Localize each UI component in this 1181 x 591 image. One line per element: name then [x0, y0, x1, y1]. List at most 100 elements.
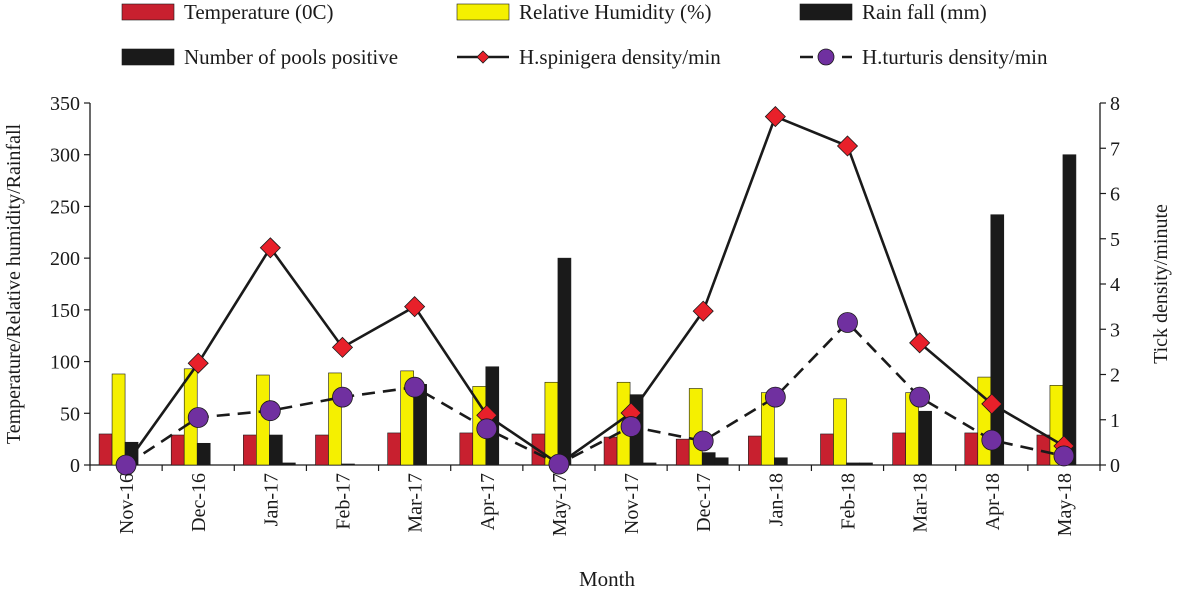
series-line-1 [125, 320, 1065, 467]
marker-circle [187, 407, 209, 428]
x-tick-label: Apr-18 [982, 473, 1004, 530]
marker-circle [259, 400, 281, 422]
bar-2 [846, 462, 860, 466]
series-line-0 [125, 114, 1065, 466]
bar-0 [98, 433, 113, 466]
marker-diamond [331, 336, 354, 358]
bar-2 [1062, 154, 1077, 466]
legend-marker [817, 48, 835, 66]
y-axis-title-right: Tick density/minute [1150, 204, 1172, 364]
x-tick-label: Dec-16 [188, 473, 210, 532]
x-tick-label: Feb-17 [333, 473, 355, 530]
y-tick-label-right: 1 [1110, 410, 1120, 432]
marker-diamond [909, 332, 931, 354]
y-tick-label-left: 100 [50, 352, 80, 374]
x-tick-label: May-18 [1054, 473, 1076, 536]
marker-diamond [981, 393, 1003, 415]
y-tick-label-right: 6 [1110, 184, 1120, 206]
bar-1 [688, 388, 703, 466]
x-tick-label: Dec-17 [693, 473, 715, 532]
legend-marker [476, 50, 490, 64]
x-tick-label: Jan-18 [765, 473, 787, 526]
bar-2 [341, 463, 355, 466]
bar-3 [714, 457, 729, 466]
y-tick-label-right: 5 [1110, 229, 1120, 251]
marker-circle [764, 386, 786, 408]
y-tick-label-right: 0 [1110, 455, 1120, 477]
y-tick-label-left: 250 [50, 196, 80, 218]
legend-label: Rain fall (mm) [862, 0, 987, 24]
marker-diamond [404, 296, 426, 318]
legend: Temperature (0C) Relative Humidity (%) Rai… [121, 0, 1048, 69]
y-tick-label-left: 50 [60, 403, 80, 425]
marker-circle [909, 386, 931, 408]
lines [115, 106, 1075, 476]
marker-circle [476, 418, 498, 440]
marker-circle [332, 386, 353, 408]
marker-diamond [692, 300, 714, 322]
legend-swatch [121, 48, 175, 66]
marker-diamond [764, 106, 786, 128]
y-tick-label-left: 0 [70, 455, 80, 477]
bar-2 [701, 452, 716, 466]
y-tick-label-left: 300 [50, 145, 80, 167]
y-tick-label-right: 4 [1110, 274, 1120, 296]
y-axis-title-left: Temperature/Relative humidity/Rainfall [3, 123, 25, 444]
bar-0 [675, 438, 690, 466]
bar-2 [196, 442, 211, 466]
y-tick-label-right: 3 [1110, 319, 1120, 341]
bar-1 [111, 373, 126, 466]
bars [98, 154, 1077, 466]
y-tick-label-right: 7 [1110, 138, 1120, 160]
bar-0 [748, 435, 762, 466]
x-tick-label: Jan-17 [260, 473, 282, 526]
bar-0 [243, 434, 257, 466]
x-tick-label: Nov-16 [116, 473, 138, 534]
legend-swatch [121, 3, 175, 21]
bar-3 [859, 462, 873, 466]
x-axis-title: Month [579, 567, 636, 591]
y-tick-label-right: 2 [1110, 365, 1120, 387]
x-tick-label: Apr-17 [477, 473, 499, 530]
x-tick-label: May-17 [549, 473, 571, 536]
marker-diamond [259, 237, 281, 259]
bar-1 [328, 372, 342, 466]
legend-label: Relative Humidity (%) [519, 0, 711, 24]
axes: 0 50 100 150 200 250 300 350 0 1 2 3 4 5 6 7 8 [50, 93, 1120, 477]
marker-circle [620, 416, 642, 437]
legend-label: H.turturis density/min [862, 45, 1048, 69]
y-tick-label-left: 350 [50, 93, 80, 115]
bar-0 [892, 432, 906, 466]
bar-2 [557, 257, 572, 466]
marker-circle [692, 430, 714, 452]
bar-0 [459, 432, 474, 466]
y-tick-label-left: 150 [50, 300, 80, 322]
legend-label: H.spinigera density/min [519, 45, 721, 69]
marker-circle [404, 376, 426, 398]
bar-0 [315, 434, 329, 466]
marker-circle [115, 454, 137, 476]
labels: Nov-16 Dec-16 Jan-17 Feb-17 Mar-17 Apr-17 May-… [3, 123, 1172, 591]
y-tick-label-right: 8 [1110, 93, 1120, 115]
bar-1 [833, 398, 847, 466]
bar-1 [544, 381, 559, 466]
legend-swatch [456, 3, 510, 21]
bar-0 [1036, 434, 1051, 466]
marker-diamond [836, 135, 859, 157]
x-tick-label: Feb-18 [838, 473, 860, 530]
bar-0 [964, 432, 979, 466]
marker-circle [837, 312, 858, 333]
x-tick-label: Mar-18 [910, 473, 932, 533]
bar-2 [918, 410, 932, 466]
bar-1 [977, 376, 992, 466]
marker-circle [981, 429, 1003, 451]
legend-swatch [799, 3, 853, 21]
marker-diamond [187, 352, 209, 374]
x-tick-label: Nov-17 [621, 473, 643, 534]
bar-3 [642, 462, 657, 466]
bar-3 [282, 462, 296, 466]
legend-label: Temperature (0C) [184, 0, 334, 24]
y-tick-label-left: 200 [50, 248, 80, 270]
bar-2 [990, 214, 1005, 466]
